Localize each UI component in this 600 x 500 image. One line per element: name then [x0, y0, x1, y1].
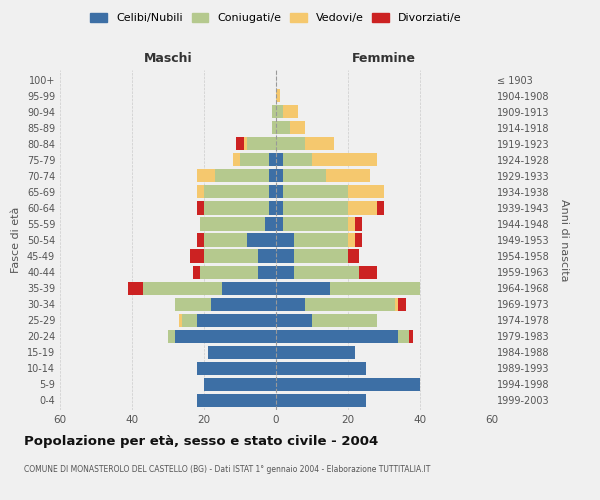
Bar: [236, 137, 244, 150]
Bar: [269, 170, 276, 182]
Bar: [128, 282, 143, 294]
Bar: [175, 298, 211, 310]
Bar: [272, 121, 276, 134]
Bar: [294, 234, 348, 246]
Bar: [276, 105, 283, 118]
Bar: [182, 314, 197, 327]
Bar: [355, 218, 362, 230]
Bar: [197, 314, 276, 327]
Bar: [276, 330, 398, 343]
Bar: [276, 314, 312, 327]
Text: Maschi: Maschi: [143, 52, 193, 65]
Bar: [276, 218, 283, 230]
Bar: [276, 137, 305, 150]
Bar: [179, 314, 182, 327]
Bar: [197, 394, 276, 407]
Bar: [276, 394, 366, 407]
Bar: [193, 266, 200, 278]
Bar: [233, 153, 240, 166]
Bar: [269, 186, 276, 198]
Bar: [276, 153, 283, 166]
Bar: [269, 202, 276, 214]
Bar: [355, 234, 362, 246]
Bar: [200, 266, 258, 278]
Bar: [276, 202, 283, 214]
Text: COMUNE DI MONASTEROLO DEL CASTELLO (BG) - Dati ISTAT 1° gennaio 2004 - Elaborazi: COMUNE DI MONASTEROLO DEL CASTELLO (BG) …: [24, 465, 430, 474]
Bar: [222, 282, 276, 294]
Bar: [244, 137, 247, 150]
Bar: [283, 170, 326, 182]
Bar: [200, 218, 265, 230]
Bar: [247, 234, 276, 246]
Bar: [276, 170, 283, 182]
Bar: [269, 153, 276, 166]
Bar: [276, 121, 290, 134]
Bar: [247, 137, 276, 150]
Bar: [283, 105, 298, 118]
Text: Popolazione per età, sesso e stato civile - 2004: Popolazione per età, sesso e stato civil…: [24, 435, 378, 448]
Bar: [305, 137, 334, 150]
Bar: [204, 378, 276, 391]
Bar: [276, 298, 305, 310]
Bar: [283, 153, 312, 166]
Bar: [276, 346, 355, 359]
Bar: [143, 282, 222, 294]
Bar: [272, 105, 276, 118]
Bar: [240, 153, 269, 166]
Bar: [283, 202, 348, 214]
Bar: [197, 170, 215, 182]
Bar: [204, 186, 269, 198]
Bar: [359, 266, 377, 278]
Bar: [330, 282, 420, 294]
Bar: [377, 202, 384, 214]
Bar: [276, 89, 280, 102]
Bar: [258, 250, 276, 262]
Bar: [305, 298, 395, 310]
Bar: [208, 346, 276, 359]
Bar: [348, 218, 355, 230]
Bar: [276, 282, 330, 294]
Bar: [197, 234, 204, 246]
Bar: [348, 186, 384, 198]
Bar: [204, 202, 269, 214]
Bar: [265, 218, 276, 230]
Bar: [276, 186, 283, 198]
Bar: [197, 202, 204, 214]
Bar: [211, 298, 276, 310]
Legend: Celibi/Nubili, Coniugati/e, Vedovi/e, Divorziati/e: Celibi/Nubili, Coniugati/e, Vedovi/e, Di…: [86, 8, 466, 28]
Text: Femmine: Femmine: [352, 52, 416, 65]
Bar: [276, 362, 366, 375]
Bar: [276, 378, 420, 391]
Bar: [409, 330, 413, 343]
Bar: [398, 298, 406, 310]
Bar: [215, 170, 269, 182]
Bar: [348, 234, 355, 246]
Bar: [190, 250, 204, 262]
Bar: [204, 234, 247, 246]
Bar: [168, 330, 175, 343]
Bar: [276, 266, 294, 278]
Bar: [294, 266, 359, 278]
Bar: [395, 298, 398, 310]
Bar: [276, 250, 294, 262]
Bar: [283, 218, 348, 230]
Bar: [312, 314, 377, 327]
Bar: [175, 330, 276, 343]
Bar: [312, 153, 377, 166]
Bar: [348, 202, 377, 214]
Bar: [326, 170, 370, 182]
Bar: [398, 330, 409, 343]
Bar: [294, 250, 348, 262]
Bar: [276, 234, 294, 246]
Bar: [197, 362, 276, 375]
Bar: [290, 121, 305, 134]
Bar: [204, 250, 258, 262]
Bar: [348, 250, 359, 262]
Y-axis label: Anni di nascita: Anni di nascita: [559, 198, 569, 281]
Bar: [197, 186, 204, 198]
Bar: [283, 186, 348, 198]
Y-axis label: Fasce di età: Fasce di età: [11, 207, 21, 273]
Bar: [258, 266, 276, 278]
